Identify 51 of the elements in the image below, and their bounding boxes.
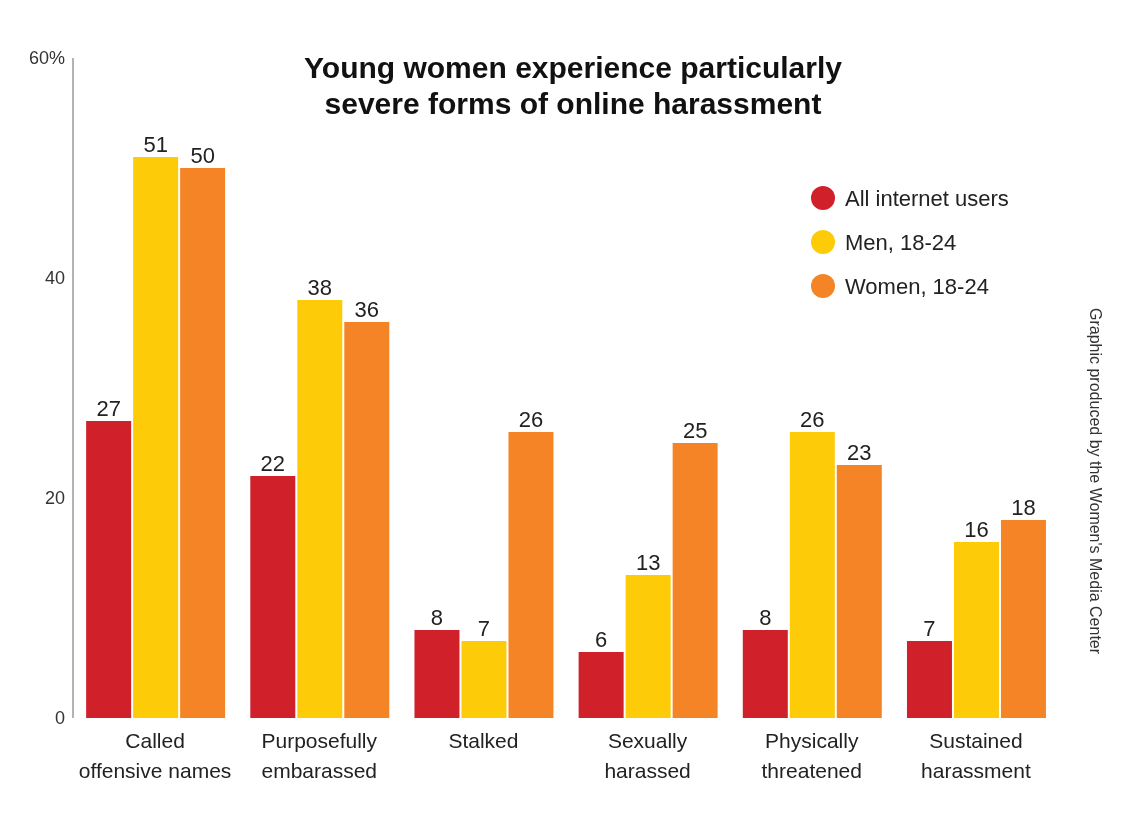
data-label: 36: [354, 297, 380, 322]
bar: [625, 575, 671, 718]
data-label: 25: [682, 418, 708, 443]
x-tick-label: Called offensive names: [78, 729, 232, 782]
data-label: 26: [800, 407, 825, 432]
bar: [344, 322, 390, 718]
data-label: 51: [143, 132, 168, 157]
x-tick-label: Stalked: [448, 729, 519, 752]
bar: [836, 465, 882, 718]
bar: [1000, 520, 1046, 718]
data-label: 22: [260, 451, 286, 476]
bar: [297, 300, 343, 718]
data-label: 38: [307, 275, 333, 300]
data-label: 8: [759, 605, 772, 630]
data-label: 7: [477, 616, 491, 641]
bar: [672, 443, 718, 718]
data-label: 7: [923, 616, 936, 641]
text: Graphic produced by the Women's Media Center: [1086, 308, 1104, 655]
data-label: 16: [964, 517, 989, 542]
bar: [86, 421, 132, 718]
legend-label: Men, 18-24: [845, 230, 957, 255]
bar: [789, 432, 835, 718]
x-tick-label: Sustained harassment: [921, 729, 1031, 782]
bar: [508, 432, 554, 718]
x-tick-label: Purposefully embarassed: [261, 729, 378, 782]
data-label: 26: [518, 407, 544, 432]
y-tick-label: 40: [44, 268, 65, 289]
bar: [906, 641, 952, 718]
data-label: 6: [595, 627, 608, 652]
bar: [461, 641, 507, 718]
bar: [578, 652, 624, 718]
y-tick-label: 60%: [28, 48, 65, 69]
data-label: 13: [635, 550, 661, 575]
legend-label: All internet users: [845, 186, 1009, 211]
chart-title: Young women experience particularly severe forms of online harassment: [304, 51, 843, 120]
bar: [414, 630, 460, 718]
data-label: 27: [96, 396, 121, 421]
data-label: 23: [847, 440, 872, 465]
data-label: 8: [430, 605, 444, 630]
y-tick-label: 0: [54, 708, 65, 729]
y-tick-label: 20: [44, 488, 65, 509]
data-label: 18: [1011, 495, 1036, 520]
data-label: 50: [190, 143, 215, 168]
x-tick-label: Sexually harassed: [604, 729, 691, 782]
bar: [180, 168, 226, 718]
bar: [250, 476, 296, 718]
bar: [742, 630, 788, 718]
legend-label: Women, 18-24: [845, 274, 989, 299]
bar: [953, 542, 999, 718]
x-tick-label: Physically threatened: [761, 729, 862, 782]
bar: [133, 157, 179, 718]
